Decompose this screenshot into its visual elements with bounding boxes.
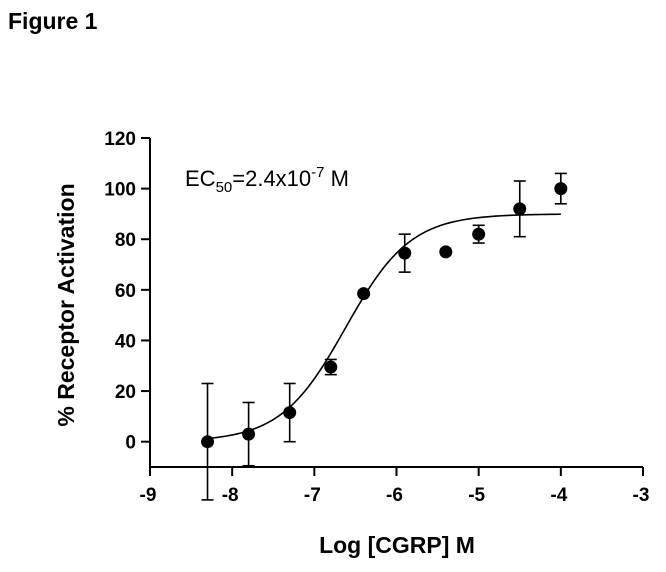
y-axis-title: % Receptor Activation [53,183,79,426]
fit-curve [207,213,561,440]
ec50-annotation: EC50=2.4x10-7 M [185,164,349,196]
data-point [398,246,412,260]
data-point [242,427,256,441]
y-tick-label: 120 [104,129,136,150]
data-point [513,202,527,216]
data-point [357,287,371,301]
y-tick-label: 40 [115,331,136,352]
y-tick-label: 20 [115,382,136,403]
x-tick-label: -3 [633,485,650,506]
x-tick-label: -9 [140,485,157,506]
data-point [554,182,568,196]
y-tick-label: 60 [115,281,136,302]
figure-label: Figure 1 [8,8,98,34]
data-point [283,406,297,420]
y-tick-label: 80 [115,230,136,251]
data-point [201,435,215,449]
data-point [324,360,338,374]
data-point [472,227,486,241]
y-tick-label: 0 [125,433,136,454]
plot-layer [201,172,568,501]
x-tick-label: -7 [304,485,321,506]
x-axis-title: Log [CGRP] M [319,532,475,558]
y-tick-label: 100 [104,180,136,201]
data-point [439,245,453,259]
x-tick-label: -5 [468,485,485,506]
x-tick-label: -8 [222,485,239,506]
x-axis-ticks: -9 -8 -7 -6 -5 -4 -3 [140,467,650,506]
x-tick-label: -4 [550,485,567,506]
y-axis-ticks: 0 20 40 60 80 100 120 [104,129,150,454]
x-tick-label: -6 [386,485,403,506]
